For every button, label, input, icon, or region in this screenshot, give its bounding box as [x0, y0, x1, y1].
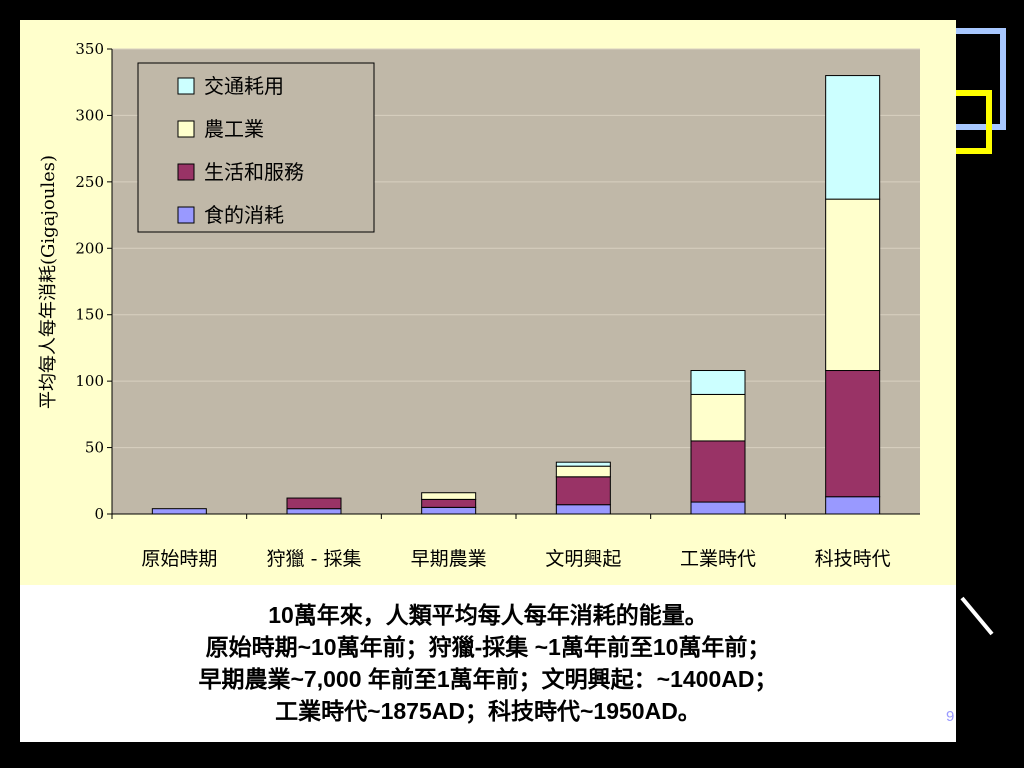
- y-tick-label: 150: [75, 306, 104, 324]
- bar-segment: [690, 501, 746, 515]
- bar-segment: [825, 370, 881, 498]
- y-tick-label: 300: [75, 106, 104, 124]
- x-tick-label: 狩獵 - 採集: [267, 548, 362, 570]
- bar-segment: [555, 476, 611, 506]
- y-tick-label: 200: [75, 239, 104, 257]
- legend-swatch: [177, 77, 195, 95]
- bar-segment: [421, 492, 477, 500]
- bar-segment: [690, 393, 746, 442]
- legend-swatch: [177, 206, 195, 224]
- y-tick-label: 0: [94, 505, 104, 523]
- x-tick-label: 工業時代: [680, 548, 756, 570]
- bar-segment: [421, 498, 477, 508]
- bar-segment: [825, 496, 881, 515]
- bar-segment: [690, 370, 746, 395]
- bar-segment: [690, 440, 746, 503]
- x-tick-label: 文明興起: [545, 548, 621, 570]
- bar-segment: [286, 497, 342, 510]
- bar-segment: [825, 75, 881, 200]
- y-tick-label: 250: [75, 173, 104, 191]
- legend-label: 生活和服務: [204, 160, 304, 184]
- caption-line: 工業時代~1875AD；科技時代~1950AD。: [275, 698, 701, 724]
- chart-panel: 0 50 100 150 200 250 300 350 原始時期 狩獵 - 採集 早期農業 文明興…: [20, 20, 956, 585]
- bar-segment: [151, 508, 207, 515]
- y-tick-label: 350: [75, 40, 104, 58]
- x-tick-label: 早期農業: [411, 548, 487, 570]
- legend-label: 農工業: [204, 117, 264, 141]
- bar-segment: [286, 508, 342, 515]
- caption-line: 早期農業~7,000 年前至1萬年前；文明興起：~1400AD；: [198, 666, 778, 692]
- bar-segment: [421, 506, 477, 515]
- x-tick-label: 原始時期: [141, 548, 217, 570]
- decorative-slash: [960, 596, 994, 636]
- caption: 10萬年來，人類平均每人每年消耗的能量。 原始時期~10萬年前；狩獵-採集 ~1…: [20, 585, 956, 742]
- y-tick-label: 50: [85, 439, 104, 457]
- y-axis-label: 平均每人每年消耗(Gigajoules): [38, 155, 59, 409]
- legend-label: 食的消耗: [204, 203, 284, 227]
- energy-consumption-chart: 0 50 100 150 200 250 300 350 原始時期 狩獵 - 採集 早期農業 文明興…: [38, 40, 920, 570]
- caption-line: 10萬年來，人類平均每人每年消耗的能量。: [268, 602, 708, 628]
- y-tick-label: 100: [75, 372, 104, 390]
- x-tick-label: 科技時代: [815, 548, 891, 570]
- caption-line: 原始時期~10萬年前；狩獵-採集 ~1萬年前至10萬年前；: [205, 634, 771, 660]
- bar-segment: [555, 465, 611, 478]
- legend-swatch: [177, 120, 195, 138]
- bar-segment: [825, 198, 881, 372]
- bar-segment: [555, 504, 611, 515]
- bar-segment: [555, 461, 611, 467]
- legend-swatch: [177, 163, 195, 181]
- legend-label: 交通耗用: [204, 74, 284, 98]
- decorative-yellow-frame: [950, 90, 992, 154]
- page-number: 9: [946, 708, 955, 725]
